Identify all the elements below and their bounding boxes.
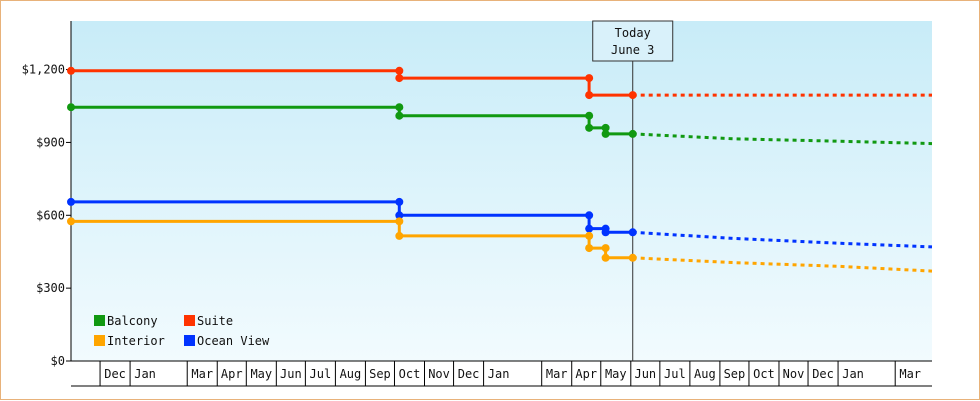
- data-point-ocean-view: [585, 224, 594, 233]
- data-point-ocean-view: [395, 211, 404, 220]
- y-tick-label: $600: [36, 208, 65, 222]
- data-point-interior: [601, 244, 610, 253]
- month-label: Mar: [546, 367, 568, 381]
- y-tick-label: $300: [36, 281, 65, 295]
- month-label: Mar: [899, 367, 921, 381]
- month-label: May: [250, 367, 272, 381]
- month-label: Jan: [842, 367, 864, 381]
- today-box: [592, 20, 674, 62]
- month-label: Jul: [310, 367, 332, 381]
- data-point-interior: [585, 244, 594, 253]
- series-line-suite: [71, 69, 633, 97]
- data-point-balcony: [585, 123, 594, 132]
- data-point-balcony: [601, 123, 610, 132]
- data-point-suite: [67, 66, 75, 75]
- data-point-suite: [395, 66, 404, 75]
- legend-swatch: [94, 315, 105, 326]
- data-point-balcony: [395, 111, 404, 120]
- series-forecast-balcony: [632, 132, 933, 146]
- data-point-suite: [585, 91, 594, 100]
- legend: Balcony Suite Interior Ocean View: [94, 314, 270, 348]
- y-tick-label: $0: [51, 354, 65, 368]
- series-lines: [67, 66, 933, 273]
- month-label: Dec: [458, 367, 480, 381]
- data-point-suite: [628, 91, 637, 100]
- legend-swatch: [94, 335, 105, 346]
- today-marker: Today June 3: [592, 20, 674, 361]
- month-label: Sep: [724, 367, 746, 381]
- month-label: Oct: [753, 367, 775, 381]
- data-point-ocean-view: [585, 211, 594, 220]
- month-label: Aug: [694, 367, 716, 381]
- data-point-interior: [585, 231, 594, 240]
- data-point-ocean-view: [601, 228, 610, 237]
- data-point-interior: [395, 217, 404, 226]
- today-date-label: June 3: [611, 43, 654, 57]
- month-label: May: [605, 367, 627, 381]
- month-label: Apr: [221, 367, 243, 381]
- data-point-suite: [585, 74, 594, 83]
- month-label: Jan: [134, 367, 156, 381]
- data-point-balcony: [585, 111, 594, 120]
- y-tick-label: $1,200: [22, 63, 65, 77]
- month-label: Nov: [428, 367, 450, 381]
- data-point-ocean-view: [67, 197, 75, 206]
- today-label: Today: [615, 26, 651, 40]
- data-point-interior: [67, 217, 75, 226]
- y-tick-label: $900: [36, 135, 65, 149]
- legend-label: Ocean View: [197, 334, 270, 348]
- data-point-interior: [628, 253, 637, 262]
- data-point-balcony: [67, 103, 75, 112]
- month-label: Nov: [783, 367, 805, 381]
- month-label: Aug: [340, 367, 362, 381]
- data-point-balcony: [395, 103, 404, 112]
- legend-label: Balcony: [107, 314, 158, 328]
- data-point-interior: [601, 253, 610, 262]
- data-point-suite: [395, 74, 404, 83]
- month-label: Oct: [399, 367, 421, 381]
- data-point-interior: [395, 231, 404, 240]
- data-point-ocean-view: [395, 197, 404, 206]
- month-label: Sep: [369, 367, 391, 381]
- month-label: Mar: [191, 367, 213, 381]
- legend-swatch: [184, 315, 195, 326]
- y-axis: $0 $300 $600 $900 $1,200: [22, 21, 72, 368]
- month-label: Jun: [280, 367, 302, 381]
- data-point-ocean-view: [628, 228, 637, 237]
- x-axis: Dec Jan Mar Apr May Jun Jul Aug Sep Oct Nov Dec Jan M…: [71, 360, 932, 387]
- month-label: Jun: [634, 367, 656, 381]
- month-label: Dec: [104, 367, 126, 381]
- legend-swatch: [184, 335, 195, 346]
- month-label: Jul: [664, 367, 686, 381]
- data-point-balcony: [628, 129, 637, 138]
- series-forecast-interior: [632, 256, 933, 273]
- month-label: Apr: [575, 367, 597, 381]
- data-point-balcony: [601, 129, 610, 138]
- month-label: Dec: [812, 367, 834, 381]
- legend-label: Interior: [107, 334, 165, 348]
- series-forecast-ocean-view: [632, 230, 933, 249]
- month-label: Jan: [488, 367, 510, 381]
- legend-label: Suite: [197, 314, 233, 328]
